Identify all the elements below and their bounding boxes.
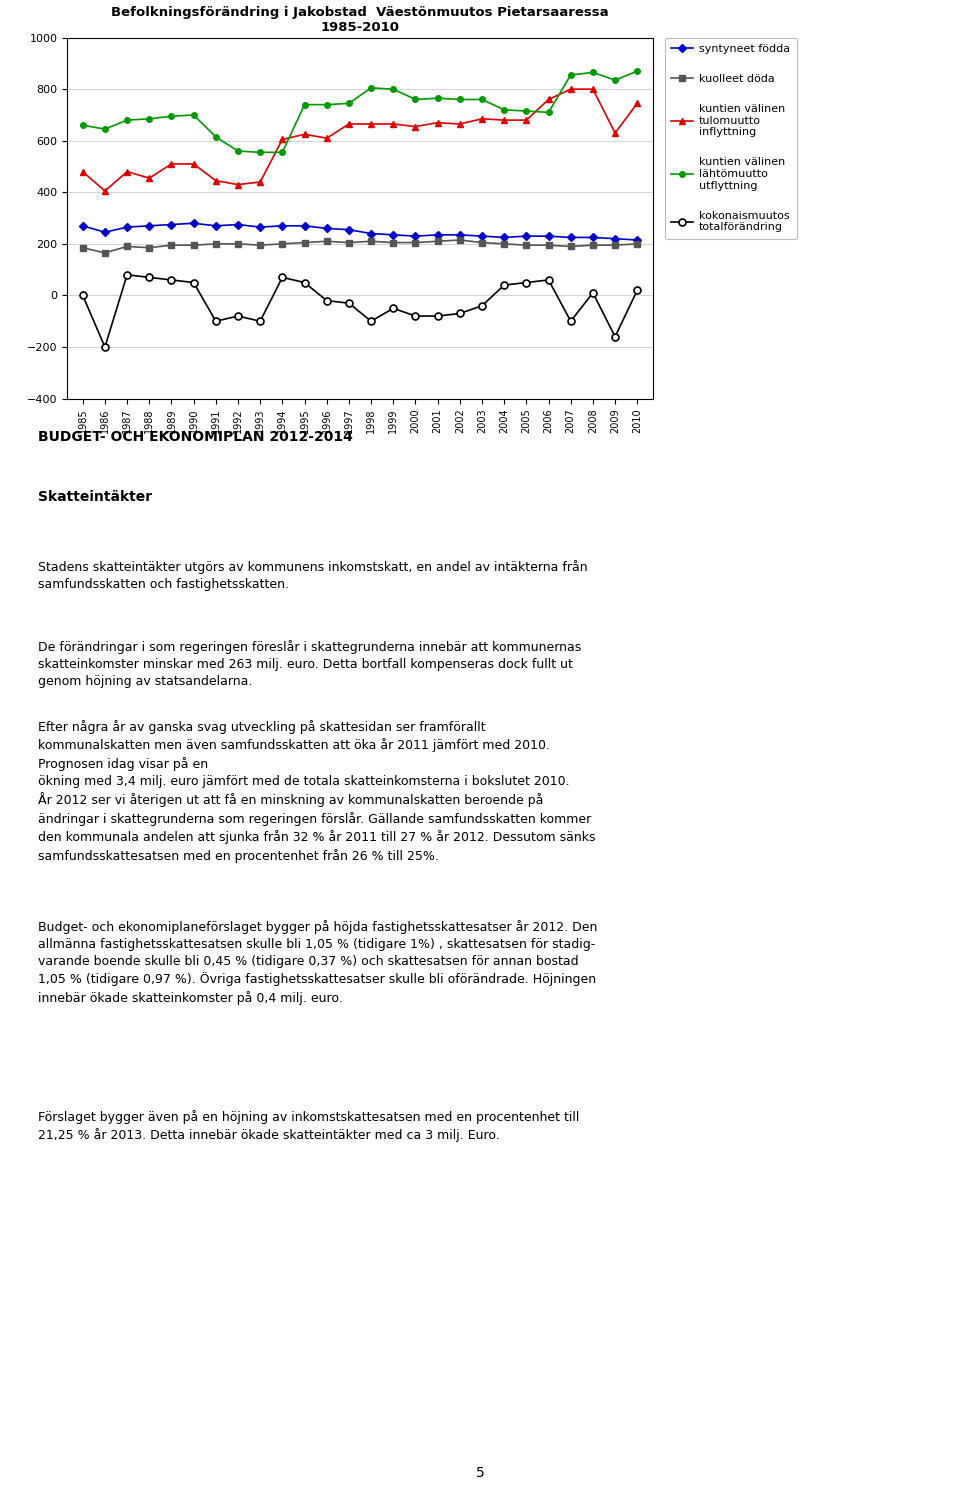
Text: BUDGET- OCH EKONOMIPLAN 2012-2014: BUDGET- OCH EKONOMIPLAN 2012-2014 bbox=[38, 430, 353, 444]
Text: Stadens skatteintäkter utgörs av kommunens inkomstskatt, en andel av intäkterna : Stadens skatteintäkter utgörs av kommune… bbox=[38, 559, 588, 591]
Text: Efter några år av ganska svag utveckling på skattesidan ser framförallt
kommunal: Efter några år av ganska svag utveckling… bbox=[38, 720, 596, 862]
Text: Skatteintäkter: Skatteintäkter bbox=[38, 490, 153, 504]
Text: De förändringar i som regeringen föreslår i skattegrunderna innebär att kommuner: De förändringar i som regeringen föreslå… bbox=[38, 641, 582, 687]
Text: 5: 5 bbox=[475, 1466, 485, 1480]
Title: Befolkningsförändring i Jakobstad  Väestönmuutos Pietarsaaressa
1985-2010: Befolkningsförändring i Jakobstad Väestö… bbox=[111, 6, 609, 33]
Text: Förslaget bygger även på en höjning av inkomstskattesatsen med en procentenhet t: Förslaget bygger även på en höjning av i… bbox=[38, 1110, 580, 1143]
Legend: syntyneet födda, kuolleet döda, kuntien välinen
tulomuutto
inflyttning, kuntien : syntyneet födda, kuolleet döda, kuntien … bbox=[664, 38, 797, 239]
Text: Budget- och ekonomiplaneförslaget bygger på höjda fastighetsskattesatser år 2012: Budget- och ekonomiplaneförslaget bygger… bbox=[38, 920, 598, 1005]
